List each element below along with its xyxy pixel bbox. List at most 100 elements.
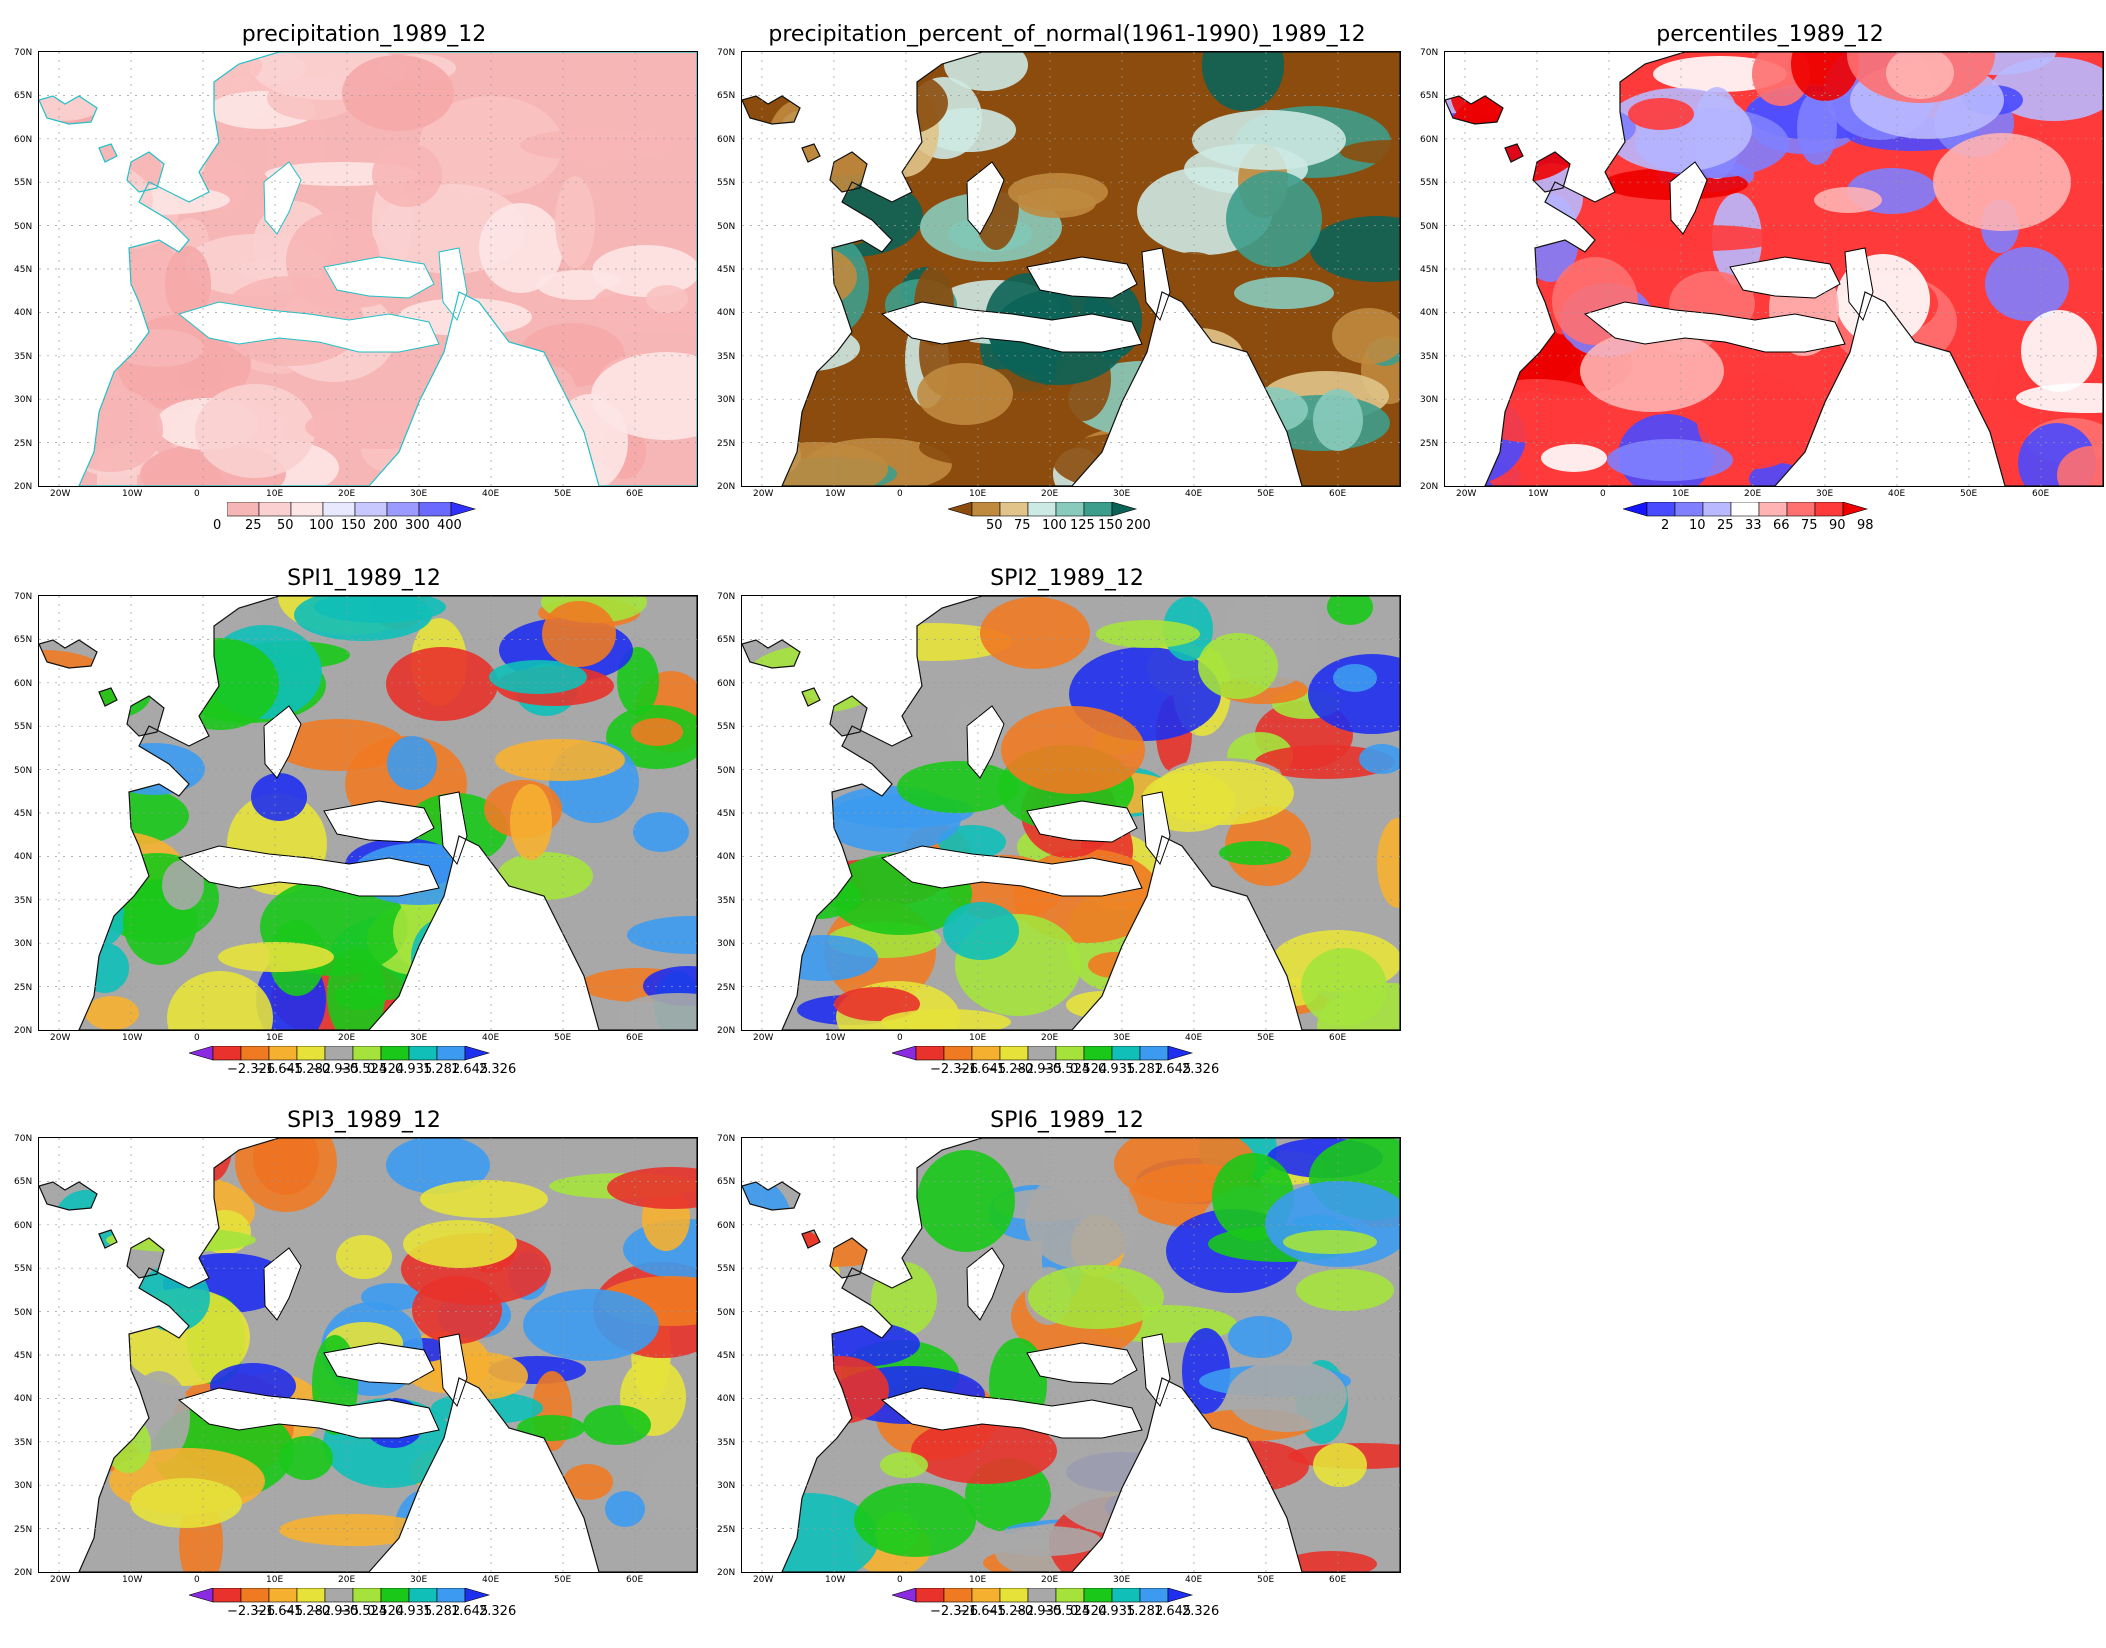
- coastline: [39, 639, 98, 669]
- panel-percentiles: percentiles_1989_12 70N 65N 60N 55N 50N 45N 40…: [1420, 22, 2106, 562]
- lon-tick-label: 10W: [1528, 489, 1549, 499]
- field-blob: [869, 52, 921, 89]
- lon-tick-label: 0: [194, 1575, 200, 1585]
- colorbar-segment: [1055, 502, 1085, 517]
- lat-tick-label: 50N: [717, 765, 736, 776]
- lat-tick-label: 45N: [14, 1351, 33, 1361]
- map-frame: [741, 51, 1401, 487]
- lat-tick-label: 60N: [14, 1220, 33, 1231]
- field-blob: [742, 121, 811, 147]
- lon-tick-label: 10E: [266, 1033, 284, 1043]
- field-blob: [1797, 91, 1837, 165]
- map-field: [39, 52, 697, 486]
- colorbar-segment: [1083, 502, 1113, 517]
- colorbar-segment: [1111, 1588, 1141, 1603]
- colorbar-label: 1.645: [451, 1604, 489, 1619]
- field-blob: [770, 1239, 840, 1313]
- colorbar-label: 2.326: [1182, 1604, 1220, 1619]
- panel-title: SPI2_1989_12: [990, 566, 1144, 591]
- colorbar-segment: [1027, 502, 1057, 517]
- sea: [263, 1247, 302, 1321]
- colorbar-label: 0.524: [1070, 1604, 1108, 1619]
- field-blob: [1053, 1447, 1197, 1535]
- field-blob: [605, 1491, 645, 1527]
- lat-tick-label: 70N: [14, 48, 33, 58]
- field-blob: [103, 743, 205, 795]
- lat-tick-label: 30N: [14, 939, 33, 950]
- lon-tick-label: 10E: [969, 1033, 987, 1043]
- colorbar-segment: [1139, 1588, 1169, 1603]
- lat-tick-label: 65N: [717, 635, 736, 646]
- field-blob: [938, 825, 1006, 859]
- colorbar-segment: [296, 1046, 326, 1061]
- lon-tick-label: 30E: [410, 1575, 428, 1585]
- field-blob: [1313, 1443, 1367, 1487]
- coastline: [742, 1181, 801, 1211]
- field-blob: [943, 902, 1019, 960]
- lat-tick-label: 40N: [14, 852, 33, 863]
- colorbar-arrow-right: [464, 1588, 491, 1603]
- field-blob: [412, 1276, 502, 1344]
- coastline: [742, 95, 801, 125]
- lon-tick-label: 20W: [50, 1033, 71, 1043]
- map-field: [39, 596, 697, 1030]
- field-blob: [789, 1356, 889, 1424]
- lat-tick-label: 40N: [1420, 308, 1439, 319]
- field-blob: [542, 601, 616, 667]
- field-blob: [146, 1138, 182, 1178]
- lat-tick-label: 70N: [14, 592, 33, 602]
- colorbar-label: 50: [277, 518, 294, 533]
- map-frame: [38, 1137, 698, 1573]
- field-blob: [114, 329, 204, 367]
- colorbar-label: 1.645: [1154, 1604, 1192, 1619]
- field-blob: [195, 384, 315, 478]
- colorbar-label: 0.935: [1098, 1062, 1136, 1077]
- colorbar-label: 0.524: [367, 1062, 405, 1077]
- coastline: [39, 95, 98, 125]
- colorbar-segment: [408, 1046, 438, 1061]
- field-blob: [1607, 439, 1733, 481]
- colorbar-label: −1.645: [958, 1062, 1007, 1077]
- colorbar-arrow-left: [948, 502, 973, 517]
- colorbar-label: 25: [245, 518, 262, 533]
- colorbar-label: −0.524: [339, 1604, 388, 1619]
- lat-tick-label: 30N: [717, 395, 736, 406]
- lon-tick-label: 10E: [266, 489, 284, 499]
- coastline: [1445, 95, 1504, 125]
- lat-tick-label: 40N: [14, 1394, 33, 1405]
- lat-tick-label: 70N: [717, 48, 736, 58]
- colorbar-label: 10: [1689, 518, 1706, 533]
- field-blob: [746, 599, 828, 639]
- lon-tick-label: 10W: [825, 489, 846, 499]
- coastline: [98, 687, 118, 707]
- colorbar-segment: [943, 1046, 973, 1061]
- colorbar-segment: [971, 502, 1001, 517]
- lat-tick-label: 45N: [14, 265, 33, 275]
- lat-tick-label: 55N: [1420, 178, 1439, 189]
- lat-tick-label: 70N: [14, 1134, 33, 1144]
- colorbar-label: −2.326: [930, 1062, 979, 1077]
- field-blob: [917, 1150, 1015, 1252]
- field-blob: [633, 812, 689, 852]
- colorbar-label: 200: [1126, 518, 1151, 533]
- field-blob: [39, 81, 106, 121]
- sea: [1026, 1342, 1138, 1385]
- lon-tick-label: 30E: [1113, 1575, 1131, 1585]
- field-blob: [1202, 52, 1284, 111]
- lat-tick-label: 60N: [14, 134, 33, 145]
- field-blob: [1991, 57, 2103, 121]
- colorbar-label: 0.935: [395, 1062, 433, 1077]
- map-field: [1445, 52, 2103, 486]
- colorbar-arrow-right: [1842, 502, 1869, 517]
- lon-tick-label: 40E: [482, 1033, 500, 1043]
- field-blob: [279, 1436, 333, 1480]
- colorbar-segment: [352, 1046, 382, 1061]
- field-blob: [39, 140, 83, 240]
- colorbar-segment: [258, 502, 292, 517]
- colorbar-label: 75: [1801, 518, 1818, 533]
- lon-tick-label: 10E: [969, 1575, 987, 1585]
- panel-title: percentiles_1989_12: [1656, 22, 1884, 47]
- coastline: [1484, 52, 2103, 486]
- field-blob: [1192, 110, 1346, 170]
- lat-tick-label: 25N: [14, 982, 33, 993]
